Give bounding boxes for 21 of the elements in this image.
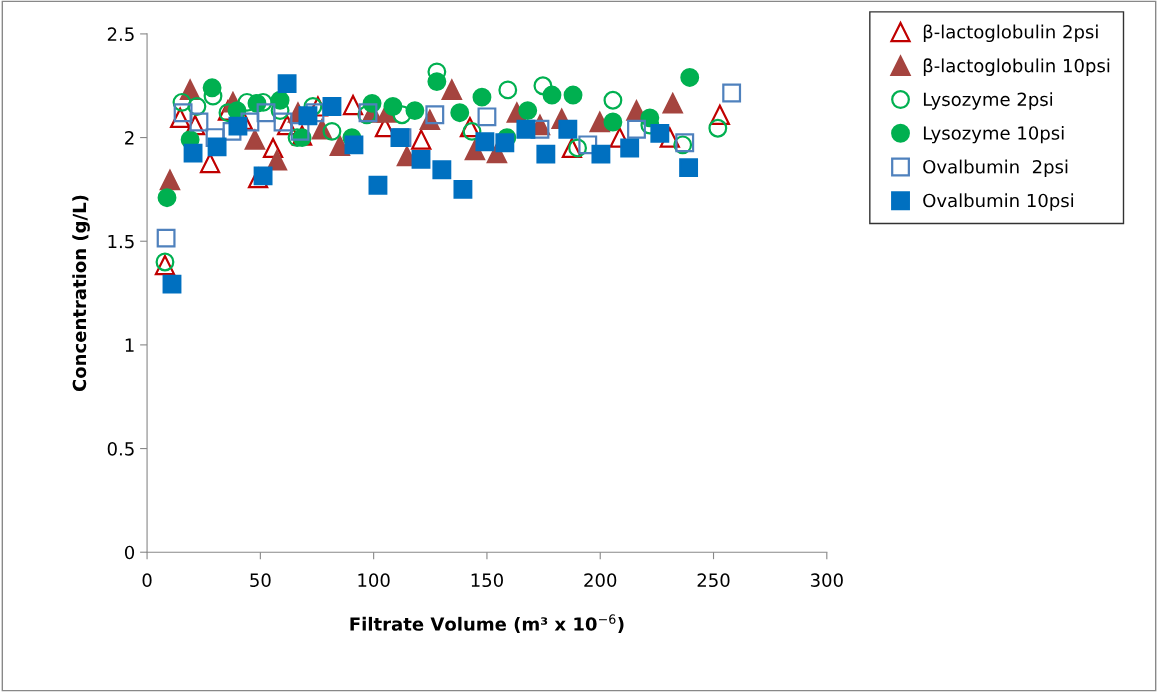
y-tick-label: 1 <box>125 338 134 352</box>
x-tick-label: 150 <box>471 573 503 588</box>
x-tick-label: 50 <box>250 573 271 588</box>
y-axis-title: Concentration (g/L) <box>72 195 90 392</box>
y-tick-label: 1.5 <box>108 234 134 249</box>
legend-label: β-lactoglobulin 10psi <box>923 58 1110 76</box>
x-tick-label: 100 <box>358 573 390 588</box>
x-tick-label: 200 <box>584 573 617 588</box>
legend-label: Ovalbumin 10psi <box>923 193 1074 211</box>
legend-label: Lysozyme 2psi <box>923 92 1053 110</box>
legend-label: β-lactoglobulin 2psi <box>923 24 1098 43</box>
x-tick-label: 250 <box>697 573 730 588</box>
legend-label: Lysozyme 10psi <box>923 125 1064 144</box>
legend-label: Ovalbumin 2psi <box>923 159 1068 178</box>
y-tick-label: 0.5 <box>107 442 134 456</box>
x-axis-title: Filtrate Volume (m³ x 10$^{−6}$) <box>350 614 624 633</box>
y-tick-label: 2.5 <box>107 27 134 42</box>
y-tick-label: 2 <box>125 131 134 145</box>
y-tick-label: 0 <box>124 545 135 560</box>
x-tick-label: 0 <box>142 573 152 588</box>
x-tick-label: 300 <box>810 573 843 588</box>
